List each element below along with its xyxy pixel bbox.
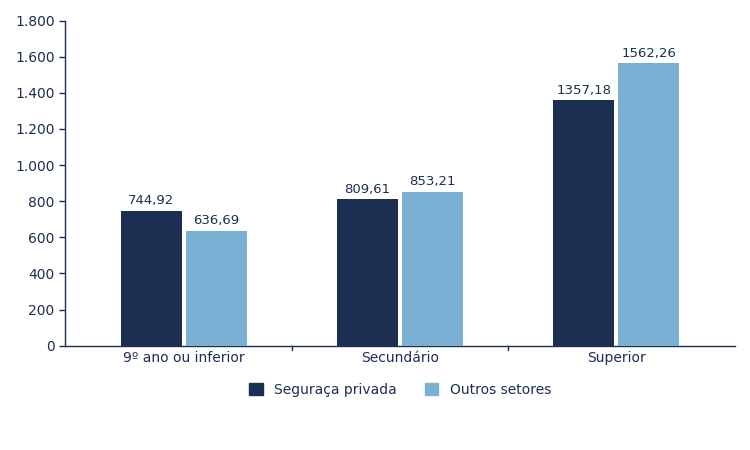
- Bar: [402, 192, 463, 346]
- Text: 744,92: 744,92: [128, 194, 175, 207]
- Text: 636,69: 636,69: [194, 214, 239, 227]
- Bar: [338, 199, 398, 346]
- Text: 1357,18: 1357,18: [556, 84, 611, 97]
- Bar: [554, 100, 614, 346]
- Text: 1562,26: 1562,26: [621, 47, 676, 60]
- Legend: Seguraça privada, Outros setores: Seguraça privada, Outros setores: [242, 376, 558, 404]
- Bar: [122, 211, 182, 346]
- Bar: [618, 63, 679, 346]
- Text: 853,21: 853,21: [410, 175, 456, 188]
- Text: 809,61: 809,61: [344, 183, 391, 196]
- Bar: [186, 231, 247, 346]
